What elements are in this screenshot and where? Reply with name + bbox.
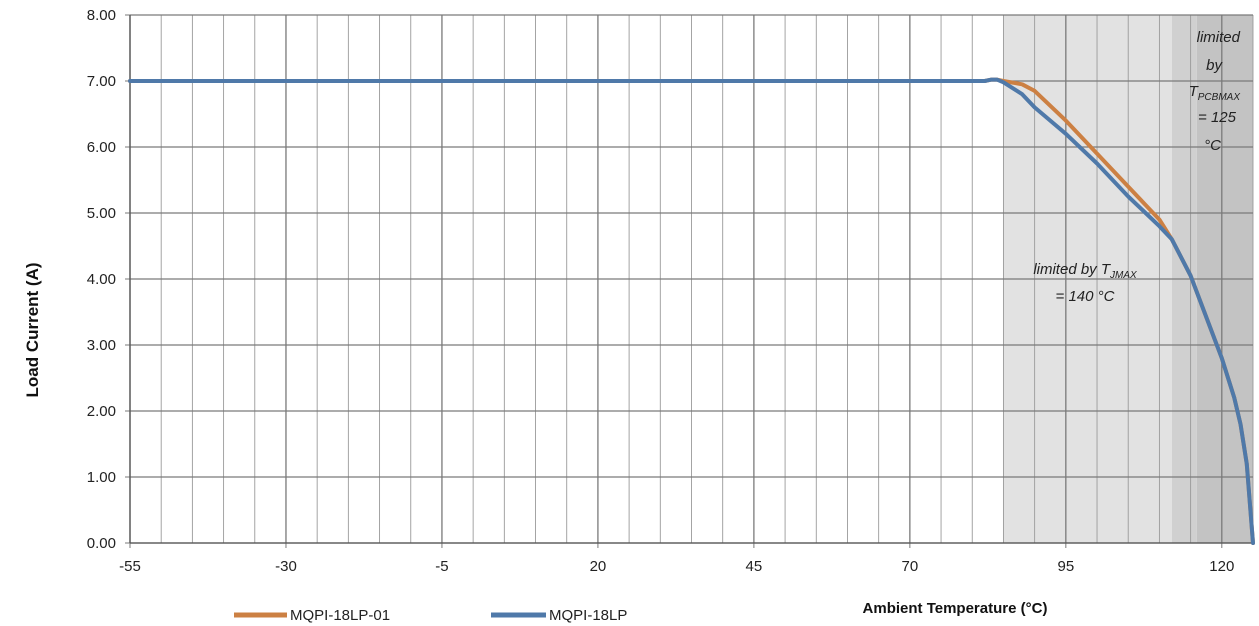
x-tick-label-0: -55 — [119, 558, 141, 575]
x-tick-label-4: 45 — [746, 558, 763, 575]
x-tick-labels: -55 -30 -5 20 45 70 95 120 — [119, 558, 1234, 575]
legend: MQPI-18LP-01 MQPI-18LP — [234, 607, 627, 624]
y-tick-label-2: 2.00 — [87, 403, 116, 420]
legend-label-1: MQPI-18LP — [549, 607, 627, 624]
y-tick-label-6: 6.00 — [87, 139, 116, 156]
x-tick-label-2: -5 — [435, 558, 448, 575]
y-tick-label-1: 1.00 — [87, 469, 116, 486]
y-tick-label-8: 8.00 — [87, 7, 116, 24]
annotation-tpcbmax-line3: TPCBMAX — [1189, 83, 1241, 103]
y-tick-label-5: 5.00 — [87, 205, 116, 222]
y-tick-label-4: 4.00 — [87, 271, 116, 288]
annotation-tjmax-line1: limited by TJMAX — [1033, 261, 1137, 281]
annotation-tjmax-line2: = 140 °C — [1056, 288, 1115, 305]
x-tick-label-1: -30 — [275, 558, 297, 575]
x-tick-label-3: 20 — [590, 558, 607, 575]
legend-label-0: MQPI-18LP-01 — [290, 607, 390, 624]
y-axis-label: Load Current (A) — [23, 262, 42, 397]
series-lines — [128, 77, 1255, 545]
annotation-tjmax: limited by TJMAX = 140 °C — [1033, 261, 1137, 305]
series-line-1 — [128, 77, 1255, 545]
annotation-tpcbmax-line4: = 125 — [1198, 109, 1237, 126]
y-tick-label-3: 3.00 — [87, 337, 116, 354]
x-tick-label-7: 120 — [1209, 558, 1234, 575]
legend-item-1: MQPI-18LP — [491, 607, 627, 624]
annotation-tpcbmax-line2: by — [1206, 57, 1223, 74]
y-tick-label-7: 7.00 — [87, 73, 116, 90]
y-tick-label-0: 0.00 — [87, 535, 116, 552]
annotation-tpcbmax-line5: °C — [1204, 137, 1221, 154]
x-tick-label-5: 70 — [902, 558, 919, 575]
annotation-tpcbmax-line1: limited — [1197, 29, 1241, 46]
y-tick-labels: 0.00 1.00 2.00 3.00 4.00 5.00 6.00 7.00 8.00 — [87, 7, 116, 552]
x-axis-label: Ambient Temperature (°C) — [863, 600, 1048, 617]
legend-item-0: MQPI-18LP-01 — [234, 607, 390, 624]
x-tick-label-6: 95 — [1057, 558, 1074, 575]
annotation-tpcbmax: limited by TPCBMAX = 125 °C — [1189, 29, 1241, 154]
